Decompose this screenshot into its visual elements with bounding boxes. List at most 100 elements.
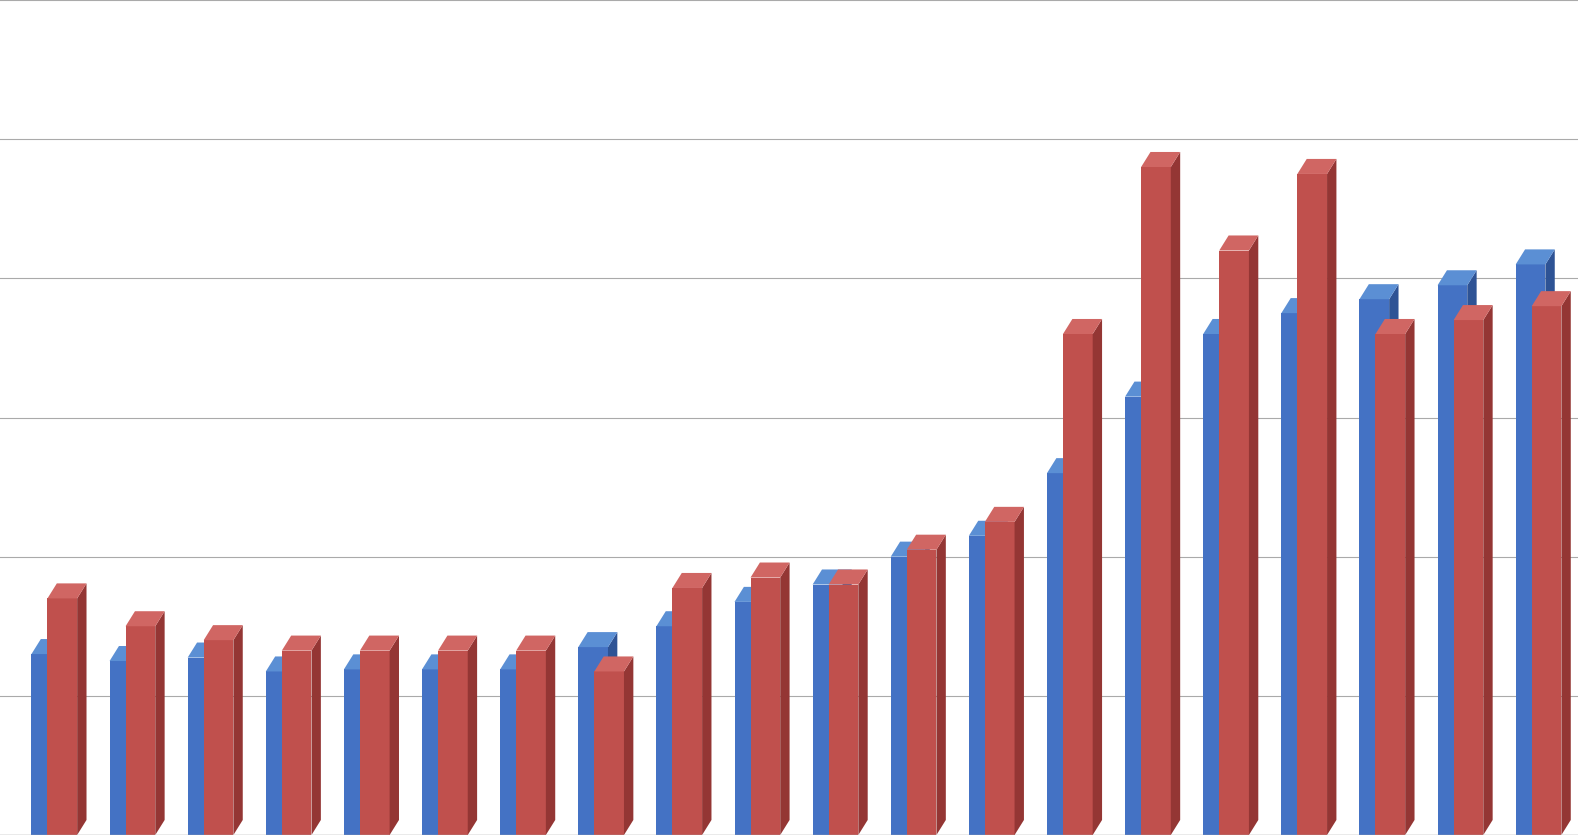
Polygon shape [295, 656, 305, 835]
Polygon shape [1220, 250, 1248, 835]
Polygon shape [155, 611, 164, 835]
Polygon shape [1438, 286, 1468, 835]
Polygon shape [360, 635, 399, 650]
Polygon shape [764, 587, 773, 835]
Polygon shape [1125, 397, 1155, 835]
Polygon shape [344, 655, 383, 670]
Polygon shape [969, 536, 999, 835]
Polygon shape [311, 635, 320, 835]
Polygon shape [702, 573, 712, 835]
Polygon shape [1171, 152, 1180, 835]
Polygon shape [828, 569, 868, 584]
Polygon shape [1532, 306, 1561, 835]
Polygon shape [608, 632, 617, 835]
Polygon shape [890, 557, 920, 835]
Polygon shape [1532, 291, 1570, 306]
Polygon shape [500, 670, 530, 835]
Polygon shape [672, 588, 702, 835]
Polygon shape [467, 635, 477, 835]
Polygon shape [109, 646, 148, 661]
Polygon shape [1389, 284, 1398, 835]
Polygon shape [656, 611, 696, 626]
Polygon shape [1015, 507, 1024, 835]
Polygon shape [1376, 334, 1404, 835]
Polygon shape [780, 563, 789, 835]
Polygon shape [1248, 235, 1258, 835]
Polygon shape [595, 671, 623, 835]
Polygon shape [1125, 382, 1165, 397]
Polygon shape [1046, 473, 1076, 835]
Polygon shape [126, 611, 164, 626]
Polygon shape [1141, 167, 1171, 835]
Polygon shape [1220, 235, 1258, 250]
Polygon shape [500, 655, 540, 670]
Polygon shape [204, 625, 243, 640]
Polygon shape [47, 584, 87, 599]
Polygon shape [890, 542, 929, 557]
Polygon shape [77, 584, 87, 835]
Polygon shape [858, 569, 868, 835]
Polygon shape [32, 654, 62, 835]
Polygon shape [374, 655, 383, 835]
Polygon shape [265, 656, 305, 671]
Polygon shape [360, 650, 390, 835]
Polygon shape [126, 626, 155, 835]
Polygon shape [282, 635, 320, 650]
Polygon shape [1202, 334, 1232, 835]
Polygon shape [234, 625, 243, 835]
Polygon shape [578, 632, 617, 647]
Polygon shape [1092, 319, 1101, 835]
Polygon shape [390, 635, 399, 835]
Polygon shape [530, 655, 540, 835]
Polygon shape [1483, 305, 1493, 835]
Polygon shape [344, 670, 374, 835]
Polygon shape [985, 522, 1015, 835]
Polygon shape [734, 587, 773, 602]
Polygon shape [1141, 152, 1180, 167]
Polygon shape [813, 569, 852, 584]
Polygon shape [32, 639, 71, 654]
Polygon shape [999, 521, 1008, 835]
Polygon shape [1281, 313, 1311, 835]
Polygon shape [265, 671, 295, 835]
Polygon shape [751, 578, 780, 835]
Polygon shape [578, 647, 608, 835]
Polygon shape [546, 635, 555, 835]
Polygon shape [907, 534, 945, 549]
Polygon shape [751, 563, 789, 578]
Polygon shape [828, 584, 858, 835]
Polygon shape [516, 650, 546, 835]
Polygon shape [1064, 319, 1101, 334]
Polygon shape [1516, 250, 1554, 265]
Polygon shape [439, 635, 477, 650]
Polygon shape [936, 534, 945, 835]
Polygon shape [656, 626, 686, 835]
Polygon shape [188, 658, 218, 835]
Polygon shape [1046, 458, 1086, 473]
Polygon shape [1438, 271, 1477, 286]
Polygon shape [1453, 320, 1483, 835]
Polygon shape [109, 661, 139, 835]
Polygon shape [1453, 305, 1493, 320]
Polygon shape [1376, 319, 1414, 334]
Polygon shape [204, 640, 234, 835]
Polygon shape [1064, 334, 1092, 835]
Polygon shape [62, 639, 71, 835]
Polygon shape [595, 656, 633, 671]
Polygon shape [734, 602, 764, 835]
Polygon shape [1327, 159, 1337, 835]
Polygon shape [1232, 319, 1242, 835]
Polygon shape [969, 521, 1008, 536]
Polygon shape [1281, 298, 1321, 313]
Polygon shape [907, 549, 936, 835]
Polygon shape [188, 643, 227, 658]
Polygon shape [1360, 299, 1389, 835]
Polygon shape [451, 655, 461, 835]
Polygon shape [1404, 319, 1414, 835]
Polygon shape [1076, 458, 1086, 835]
Polygon shape [516, 635, 555, 650]
Polygon shape [843, 569, 852, 835]
Polygon shape [1297, 174, 1327, 835]
Polygon shape [623, 656, 633, 835]
Polygon shape [985, 507, 1024, 522]
